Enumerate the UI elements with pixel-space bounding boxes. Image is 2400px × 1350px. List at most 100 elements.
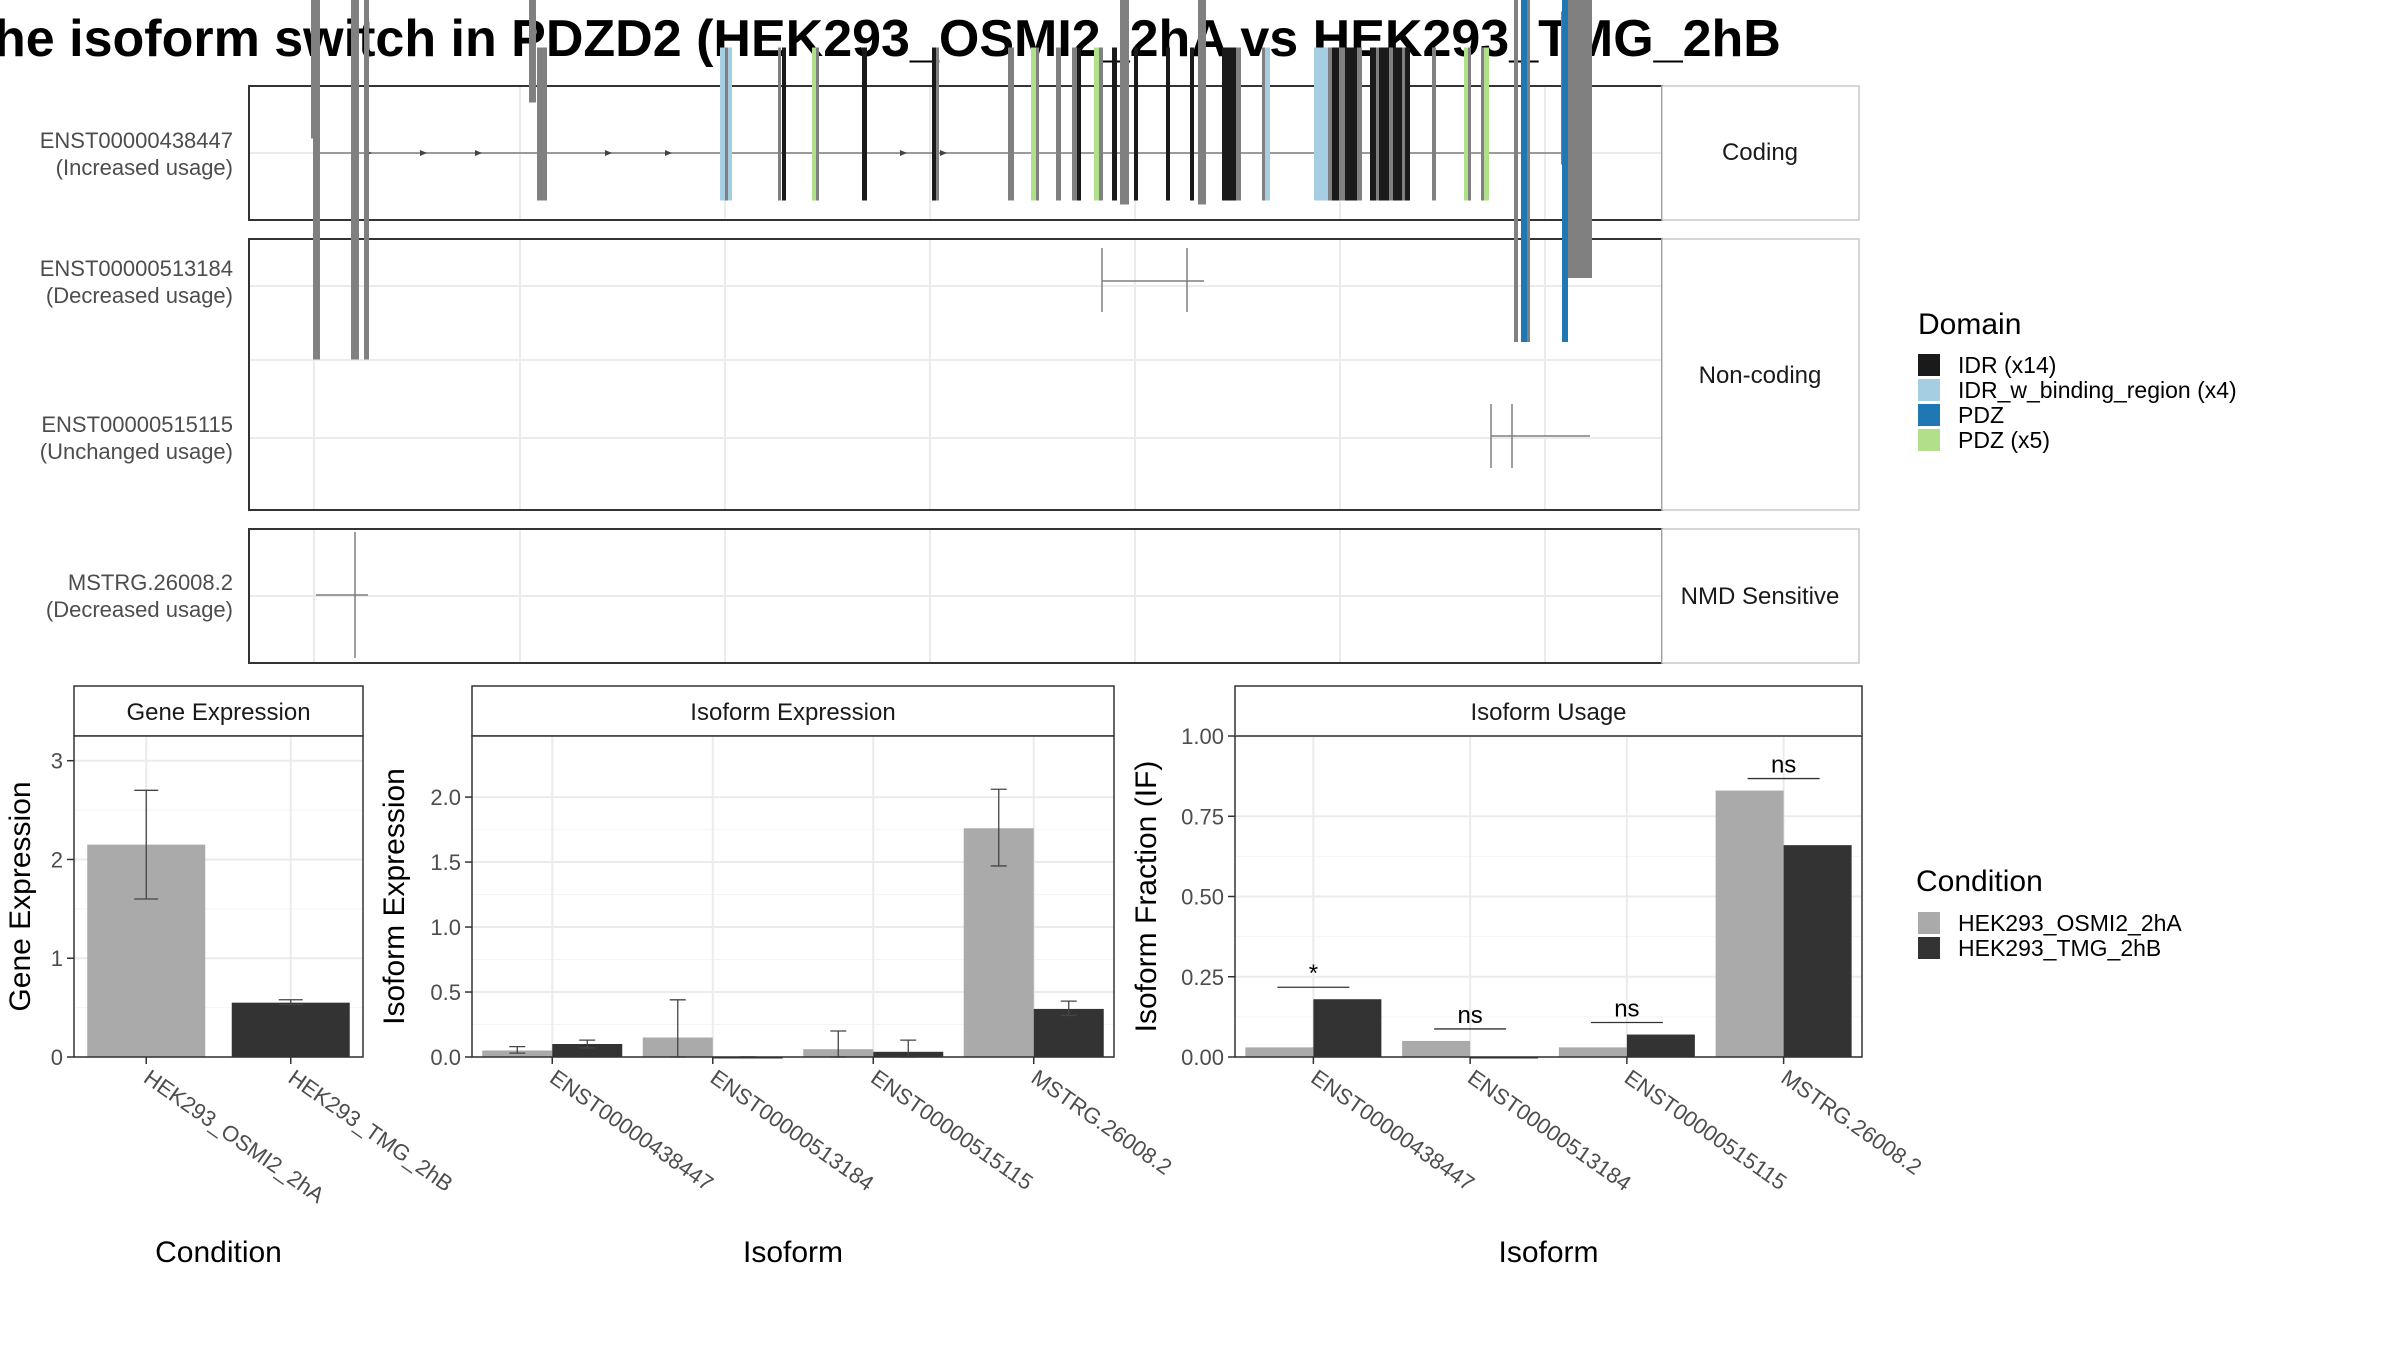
exon-block <box>1468 47 1471 201</box>
domain-block-pdz <box>1521 0 1527 342</box>
transcript-label-1: ENST00000438447 <box>40 128 233 153</box>
direction-arrow <box>665 150 672 156</box>
y-tick-label: 0.75 <box>1181 804 1224 829</box>
exon-block <box>1099 47 1103 201</box>
non-coding-strip <box>1661 238 1860 511</box>
domain-block-idr <box>862 47 867 201</box>
exon-block <box>313 0 320 360</box>
chart-panel-border <box>73 735 364 1058</box>
exon-block <box>1339 47 1345 201</box>
legend-swatch-idr <box>1918 354 1940 376</box>
legend-swatch-idr-binding <box>1918 379 1940 401</box>
legend-swatch-cond-a <box>1918 912 1940 934</box>
domain-legend: Domain IDR (x14) IDR_w_binding_region (x… <box>1918 308 2237 453</box>
legend-swatch-cond-b <box>1918 937 1940 959</box>
bar <box>1626 1034 1695 1057</box>
exon-block <box>1036 47 1039 201</box>
x-tick-label: ENST00000513184 <box>706 1065 879 1196</box>
y-tick-label: 0.00 <box>1181 1045 1224 1070</box>
legend-label-pdz-x5: PDZ (x5) <box>1958 427 2050 453</box>
domain-block-idr <box>1134 47 1138 201</box>
y-tick-label: 1 <box>51 946 63 971</box>
legend-label-cond-a: HEK293_OSMI2_2hA <box>1958 910 2182 936</box>
transcript-model-enst00000513184 <box>1101 0 1206 312</box>
exon-block <box>1056 47 1061 201</box>
y-tick-label: 1.5 <box>430 850 461 875</box>
transcript-label-3: ENST00000515115 <box>41 412 233 437</box>
y-axis-title: Isoform Expression <box>378 768 411 1025</box>
x-tick-label: MSTRG.26008.2 <box>1027 1065 1177 1180</box>
direction-arrow <box>940 150 947 156</box>
chart-strip <box>73 685 364 737</box>
nmd-strip-label: NMD Sensitive <box>1681 583 1840 610</box>
bar <box>1558 1047 1627 1057</box>
legend-swatch-pdz <box>1918 404 1940 426</box>
nmd-strip <box>1661 528 1860 664</box>
legend-label-idr: IDR (x14) <box>1958 352 2056 378</box>
y-tick-label: 0.50 <box>1181 885 1224 910</box>
domain-block-idr <box>1112 47 1117 201</box>
direction-arrow <box>475 150 482 156</box>
x-tick-label: MSTRG.26008.2 <box>1777 1065 1927 1180</box>
chart-strip-title: Isoform Usage <box>1470 699 1626 726</box>
domain-block-idr <box>1345 47 1357 201</box>
direction-arrow <box>900 150 907 156</box>
isoform-expression-chart: Isoform Expression 0.0 0.5 1.0 1.5 2.0 ENST000… <box>378 685 1177 1269</box>
exon-block <box>725 47 728 201</box>
domain-block-idr <box>1222 47 1228 201</box>
exon-block <box>1514 0 1518 342</box>
exon-block <box>1389 47 1393 201</box>
x-tick-label: ENST00000438447 <box>545 1065 718 1196</box>
transcript-usage-3: (Unchanged usage) <box>40 439 233 464</box>
domain-block-idr <box>1370 47 1376 201</box>
y-tick-label: 3 <box>51 749 63 774</box>
domain-block-pdz-x5 <box>1484 47 1489 201</box>
domain-block-pdz-x5 <box>1464 47 1468 201</box>
domain-block-idr <box>782 47 786 201</box>
y-tick-label: 1.0 <box>430 915 461 940</box>
structure-panels: Coding Non-coding NMD Sensitive ENST0000… <box>40 0 1860 664</box>
transcript-usage-4: (Decreased usage) <box>46 597 233 622</box>
x-tick-label: ENST00000515115 <box>1620 1065 1791 1195</box>
x-tick-label: ENST00000438447 <box>1307 1065 1480 1196</box>
exon-block <box>778 47 781 201</box>
exon-block <box>1198 0 1206 205</box>
exon-block <box>1072 47 1077 201</box>
exon-block <box>529 0 536 103</box>
domain-block-idr <box>932 47 936 201</box>
transcript-model-mstrg-26008-2 <box>313 0 369 658</box>
transcript-usage-1: (Increased usage) <box>56 155 233 180</box>
domain-block-idr <box>1166 47 1170 201</box>
bar <box>552 1044 623 1057</box>
domain-block-idr-w-binding-region <box>1265 47 1270 201</box>
y-tick-label: 0.0 <box>430 1045 461 1070</box>
figure-title: he isoform switch in PDZD2 (HEK293_OSMI2… <box>0 10 1781 68</box>
y-tick-label: 1.00 <box>1181 724 1224 749</box>
condition-legend: Condition HEK293_OSMI2_2hA HEK293_TMG_2h… <box>1916 865 2182 961</box>
domain-block-idr <box>1393 47 1402 201</box>
y-tick-label: 2 <box>51 847 63 872</box>
transcript-label-2: ENST00000513184 <box>40 256 233 281</box>
chart-strip <box>471 685 1115 737</box>
transcript-label-4: MSTRG.26008.2 <box>68 570 233 595</box>
direction-arrow <box>605 150 612 156</box>
exon-block <box>1527 0 1530 342</box>
utr-block <box>1568 0 1592 278</box>
significance-label: ns <box>1614 996 1639 1023</box>
exon-block <box>1120 0 1129 205</box>
chart-strip-title: Gene Expression <box>126 699 310 726</box>
y-axis-title: Isoform Fraction (IF) <box>1130 761 1163 1033</box>
exon-block <box>1262 47 1265 201</box>
exon-block <box>1481 47 1484 201</box>
legend-label-pdz: PDZ <box>1958 402 2004 428</box>
y-tick-label: 2.0 <box>430 785 461 810</box>
direction-arrow <box>420 150 427 156</box>
significance-label: * <box>1309 960 1318 987</box>
domain-block-pdz <box>1562 0 1568 342</box>
exon-block <box>936 47 939 201</box>
y-tick-label: 0.5 <box>430 980 461 1005</box>
domain-block-idr <box>1077 47 1081 201</box>
significance-label: ns <box>1771 752 1796 779</box>
chart-strip-title: Isoform Expression <box>690 699 895 726</box>
exon-block <box>1008 47 1014 201</box>
